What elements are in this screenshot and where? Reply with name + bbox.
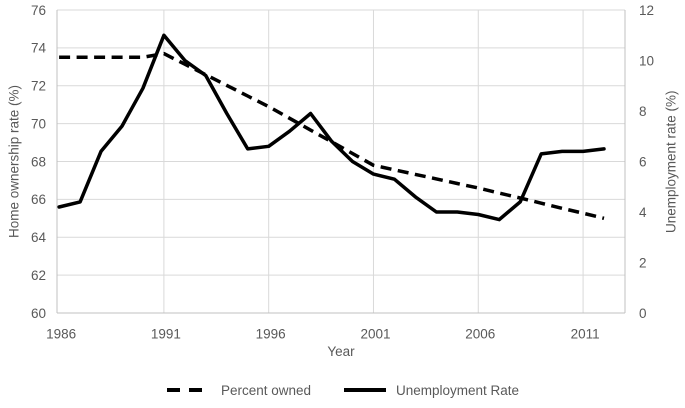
x-tick-label: 2001 <box>360 327 390 342</box>
left-tick-label: 66 <box>31 192 46 207</box>
left-tick-label: 60 <box>31 306 46 321</box>
right-tick-label: 12 <box>639 3 654 18</box>
solid-line-sample <box>344 388 386 392</box>
left-tick-label: 76 <box>31 3 46 18</box>
right-tick-label: 4 <box>639 205 647 220</box>
x-tick-label: 1991 <box>151 327 181 342</box>
x-tick-label: 2006 <box>465 327 495 342</box>
left-tick-label: 64 <box>31 230 47 245</box>
left-tick-label: 74 <box>31 41 47 56</box>
dashed-line-sample <box>166 388 211 392</box>
series-line-percent-owned <box>59 51 605 221</box>
x-axis-title: Year <box>327 344 355 359</box>
legend-item-unemployment-rate: Unemployment Rate <box>343 383 519 398</box>
x-tick-label: 2011 <box>571 327 600 342</box>
right-tick-label: 8 <box>639 104 647 119</box>
left-axis-title: Home ownership rate (%) <box>6 84 22 239</box>
legend: Percent owned Unemployment Rate <box>0 377 685 403</box>
left-tick-label: 72 <box>31 79 46 94</box>
x-tick-label: 1986 <box>46 327 76 342</box>
series-line-unemployment-rate <box>57 33 606 222</box>
right-tick-label: 6 <box>639 154 647 169</box>
legend-item-percent-owned: Percent owned <box>166 383 311 398</box>
left-tick-label: 62 <box>31 268 46 283</box>
x-tick-label: 1996 <box>256 327 286 342</box>
right-axis-title: Unemployment rate (%) <box>663 90 679 233</box>
right-tick-label: 0 <box>639 306 647 321</box>
right-tick-label: 2 <box>639 255 647 270</box>
left-tick-label: 70 <box>31 116 46 131</box>
legend-label-unemployment-rate: Unemployment Rate <box>396 382 520 398</box>
left-tick-label: 68 <box>31 154 46 169</box>
legend-label-percent-owned: Percent owned <box>220 382 311 398</box>
right-tick-label: 10 <box>639 53 654 68</box>
